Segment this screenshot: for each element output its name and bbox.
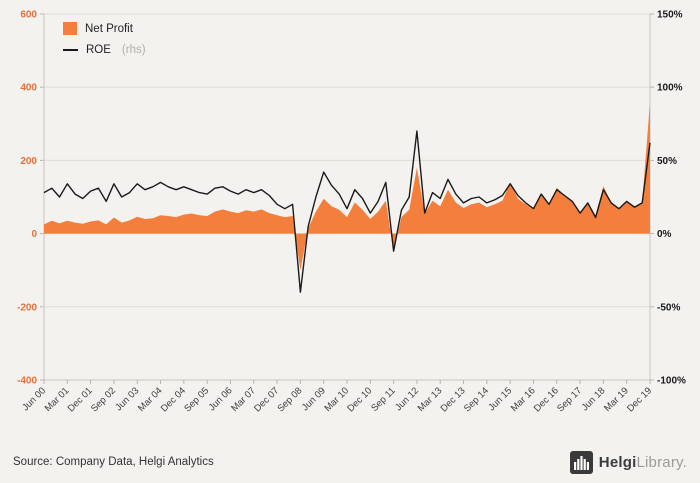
x-axis-label: Jun 00 bbox=[20, 385, 48, 413]
legend: Net Profit ROE (rhs) bbox=[63, 22, 146, 56]
x-axis-label: Sep 08 bbox=[275, 385, 304, 414]
x-axis-label: Dec 19 bbox=[625, 385, 654, 414]
footer: Source: Company Data, Helgi Analytics He… bbox=[0, 441, 700, 483]
x-axis-label: Sep 11 bbox=[369, 385, 398, 414]
net-profit-roe-chart: 600 150% 400 100% 200 50% 0 0% -200 -50% -400 -100%… bbox=[17, 10, 686, 415]
x-axis-label: Sep 05 bbox=[182, 385, 211, 414]
left-axis-label: -400 bbox=[17, 376, 37, 387]
right-axis-label: 0% bbox=[657, 229, 672, 240]
x-axis-label: Sep 14 bbox=[462, 385, 491, 414]
x-axis-label: Dec 10 bbox=[345, 385, 374, 414]
x-axis-label: Jun 06 bbox=[207, 385, 235, 413]
x-axis-label: Mar 19 bbox=[602, 385, 631, 414]
source-text: Source: Company Data, Helgi Analytics bbox=[13, 456, 214, 468]
left-axis-label: 400 bbox=[20, 83, 37, 94]
x-axis-label: Mar 04 bbox=[136, 385, 165, 414]
x-axis-label: Mar 16 bbox=[509, 385, 538, 414]
left-axis-label: -200 bbox=[17, 302, 37, 313]
left-axis-label: 0 bbox=[31, 229, 37, 240]
legend-label-roe-rhs: (rhs) bbox=[121, 44, 146, 56]
x-axis-label: Mar 01 bbox=[43, 385, 72, 414]
x-axis-label: Sep 02 bbox=[89, 385, 118, 414]
left-axis-label: 200 bbox=[20, 156, 37, 167]
x-axis-label: Mar 10 bbox=[322, 385, 351, 414]
x-axis-label: Jun 09 bbox=[300, 385, 328, 413]
x-axis-label: Sep 17 bbox=[555, 385, 584, 414]
x-axis-label: Dec 07 bbox=[252, 385, 281, 414]
legend-item-roe: ROE (rhs) bbox=[63, 44, 146, 56]
helgi-logo-icon bbox=[569, 450, 593, 474]
right-axis-label: 50% bbox=[657, 156, 677, 167]
roe-line bbox=[43, 130, 651, 293]
left-axis-label: 600 bbox=[20, 10, 37, 21]
right-axis-label: -50% bbox=[657, 302, 680, 313]
right-axis-label: -100% bbox=[657, 376, 686, 387]
x-axis-label: Jun 12 bbox=[393, 385, 421, 413]
x-axis-label: Dec 13 bbox=[439, 385, 468, 414]
brand-name-library: Library. bbox=[636, 453, 687, 471]
right-axis-label: 150% bbox=[657, 10, 683, 21]
legend-label-roe: ROE bbox=[86, 44, 111, 56]
net-profit-swatch-icon bbox=[63, 22, 77, 35]
x-axis-label: Dec 16 bbox=[532, 385, 561, 414]
net-profit-area bbox=[44, 101, 650, 271]
x-axis-label: Mar 07 bbox=[229, 385, 258, 414]
x-axis-label: Jun 03 bbox=[113, 385, 141, 413]
helgi-library-logo: HelgiLibrary. bbox=[569, 450, 687, 474]
x-axis-label: Jun 15 bbox=[486, 385, 514, 413]
x-axis-label: Jun 18 bbox=[580, 385, 608, 413]
right-axis-label: 100% bbox=[657, 83, 683, 94]
brand-name-helgi: Helgi bbox=[598, 453, 637, 471]
legend-label-net-profit: Net Profit bbox=[85, 22, 133, 35]
x-axis-label: Dec 04 bbox=[159, 385, 188, 414]
x-axis-label: Mar 13 bbox=[416, 385, 445, 414]
legend-item-net-profit: Net Profit bbox=[63, 22, 146, 35]
x-axis-label: Dec 01 bbox=[66, 385, 95, 414]
roe-line-swatch-icon bbox=[63, 49, 78, 51]
